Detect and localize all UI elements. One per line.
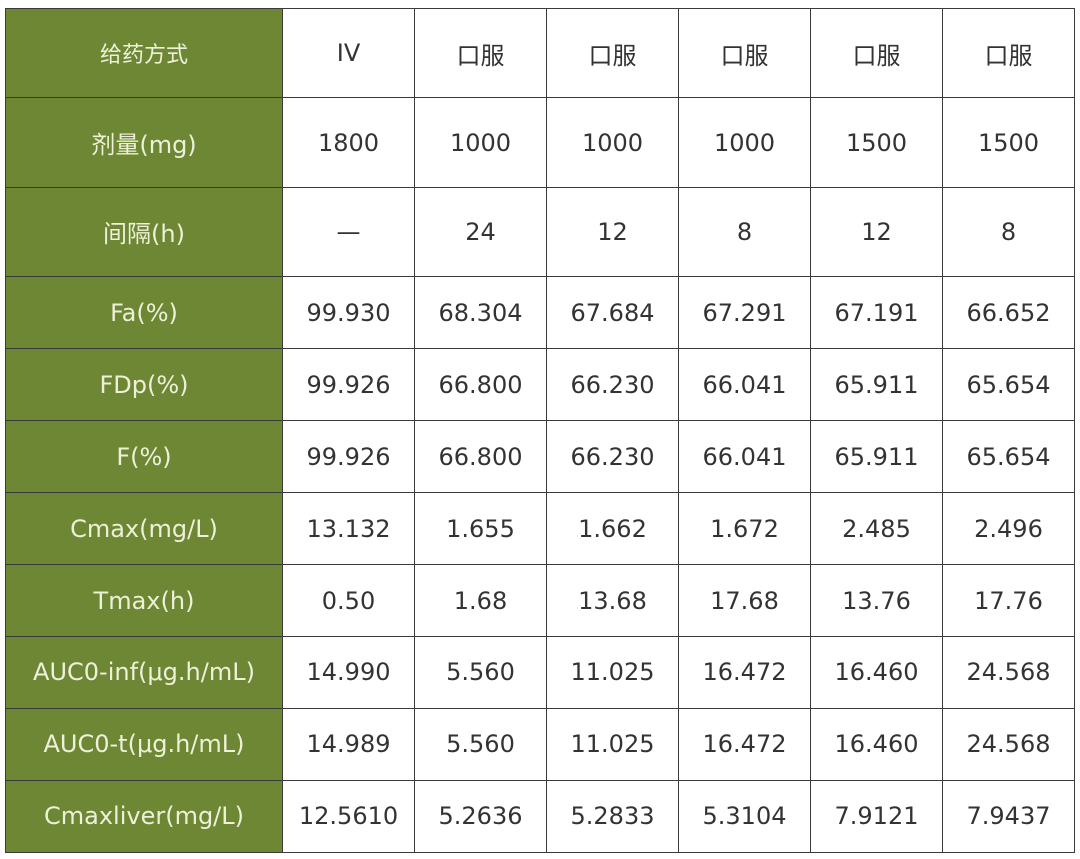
table-row: 剂量(mg) 1800 1000 1000 1000 1500 1500 bbox=[5, 97, 1075, 188]
table-cell: 65.654 bbox=[942, 420, 1075, 494]
table-cell: 17.76 bbox=[942, 564, 1075, 637]
table-cell: 99.930 bbox=[282, 276, 415, 350]
table-cell: 66.041 bbox=[678, 420, 811, 494]
row-header: Cmaxliver(mg/L) bbox=[5, 779, 283, 854]
table-cell: 65.911 bbox=[810, 348, 943, 422]
table-cell: 1.68 bbox=[414, 564, 547, 637]
table-cell: 5.2833 bbox=[546, 779, 679, 854]
table-cell: 8 bbox=[942, 186, 1075, 278]
table-cell: 11.025 bbox=[546, 636, 679, 709]
table-cell: 17.68 bbox=[678, 564, 811, 637]
table-cell: 14.990 bbox=[282, 636, 415, 709]
table-cell: 16.472 bbox=[678, 707, 811, 781]
table-cell: 14.989 bbox=[282, 707, 415, 781]
table-cell: 66.230 bbox=[546, 348, 679, 422]
table-cell: 口服 bbox=[810, 7, 943, 99]
table-cell: 1500 bbox=[810, 97, 943, 188]
table-cell: 11.025 bbox=[546, 707, 679, 781]
table-cell: 66.230 bbox=[546, 420, 679, 494]
row-header: FDp(%) bbox=[5, 348, 283, 422]
table-row: 给药方式 IV 口服 口服 口服 口服 口服 bbox=[5, 7, 1075, 99]
pk-parameters-table: 给药方式 IV 口服 口服 口服 口服 口服 剂量(mg) 1800 1000 1000 1000 15… bbox=[5, 7, 1075, 854]
table-cell: — bbox=[282, 186, 415, 278]
table-cell: 13.68 bbox=[546, 564, 679, 637]
table-cell: 66.800 bbox=[414, 348, 547, 422]
table-cell: 0.50 bbox=[282, 564, 415, 637]
table-row: Fa(%) 99.930 68.304 67.684 67.291 67.191 66.65… bbox=[5, 276, 1075, 350]
table-cell: 8 bbox=[678, 186, 811, 278]
table-cell: 1000 bbox=[678, 97, 811, 188]
row-header: 剂量(mg) bbox=[5, 97, 283, 188]
table-cell: IV bbox=[282, 7, 415, 99]
row-header: 间隔(h) bbox=[5, 186, 283, 278]
table-row: AUC0-t(μg.h/mL) 14.989 5.560 11.025 16.472 16… bbox=[5, 707, 1075, 781]
table-cell: 5.2636 bbox=[414, 779, 547, 854]
table-cell: 口服 bbox=[678, 7, 811, 99]
table-cell: 1.672 bbox=[678, 492, 811, 566]
table-cell: 7.9121 bbox=[810, 779, 943, 854]
table-cell: 66.652 bbox=[942, 276, 1075, 350]
table-cell: 1800 bbox=[282, 97, 415, 188]
table-row: F(%) 99.926 66.800 66.230 66.041 65.911 65.654 bbox=[5, 420, 1075, 494]
table-row: FDp(%) 99.926 66.800 66.230 66.041 65.911 65.6… bbox=[5, 348, 1075, 422]
table-cell: 99.926 bbox=[282, 348, 415, 422]
table-cell: 1.655 bbox=[414, 492, 547, 566]
table-cell: 24.568 bbox=[942, 636, 1075, 709]
table-cell: 16.460 bbox=[810, 707, 943, 781]
table-cell: 24 bbox=[414, 186, 547, 278]
table-cell: 2.485 bbox=[810, 492, 943, 566]
table-row: AUC0-inf(μg.h/mL) 14.990 5.560 11.025 16.472… bbox=[5, 636, 1075, 709]
table-row: Cmax(mg/L) 13.132 1.655 1.662 1.672 2.485 2.49… bbox=[5, 492, 1075, 566]
table-cell: 67.684 bbox=[546, 276, 679, 350]
table-cell: 66.041 bbox=[678, 348, 811, 422]
table-cell: 12.5610 bbox=[282, 779, 415, 854]
row-header: AUC0-t(μg.h/mL) bbox=[5, 707, 283, 781]
table-cell: 1000 bbox=[546, 97, 679, 188]
table-cell: 65.911 bbox=[810, 420, 943, 494]
row-header: F(%) bbox=[5, 420, 283, 494]
row-header: Cmax(mg/L) bbox=[5, 492, 283, 566]
table-cell: 12 bbox=[810, 186, 943, 278]
table-cell: 67.191 bbox=[810, 276, 943, 350]
table-cell: 12 bbox=[546, 186, 679, 278]
table-cell: 68.304 bbox=[414, 276, 547, 350]
table-cell: 1000 bbox=[414, 97, 547, 188]
table-cell: 口服 bbox=[414, 7, 547, 99]
table-cell: 99.926 bbox=[282, 420, 415, 494]
row-header: Fa(%) bbox=[5, 276, 283, 350]
table-cell: 1.662 bbox=[546, 492, 679, 566]
table-cell: 5.3104 bbox=[678, 779, 811, 854]
table-cell: 16.460 bbox=[810, 636, 943, 709]
table-cell: 16.472 bbox=[678, 636, 811, 709]
table-cell: 67.291 bbox=[678, 276, 811, 350]
table-cell: 2.496 bbox=[942, 492, 1075, 566]
table-cell: 66.800 bbox=[414, 420, 547, 494]
table-cell: 65.654 bbox=[942, 348, 1075, 422]
table-cell: 1500 bbox=[942, 97, 1075, 188]
table-cell: 5.560 bbox=[414, 707, 547, 781]
table-row: Cmaxliver(mg/L) 12.5610 5.2636 5.2833 5.3104… bbox=[5, 779, 1075, 854]
table-cell: 5.560 bbox=[414, 636, 547, 709]
table-cell: 13.76 bbox=[810, 564, 943, 637]
row-header: Tmax(h) bbox=[5, 564, 283, 637]
table-cell: 24.568 bbox=[942, 707, 1075, 781]
table-cell: 7.9437 bbox=[942, 779, 1075, 854]
table-cell: 13.132 bbox=[282, 492, 415, 566]
table-row: 间隔(h) —24 12 8 12 8 bbox=[5, 186, 1075, 278]
row-header: AUC0-inf(μg.h/mL) bbox=[5, 636, 283, 709]
table-cell: 口服 bbox=[546, 7, 679, 99]
table-row: Tmax(h) 0.50 1.68 13.68 17.68 13.76 17.76 bbox=[5, 564, 1075, 637]
table-cell: 口服 bbox=[942, 7, 1075, 99]
row-header: 给药方式 bbox=[5, 7, 283, 99]
